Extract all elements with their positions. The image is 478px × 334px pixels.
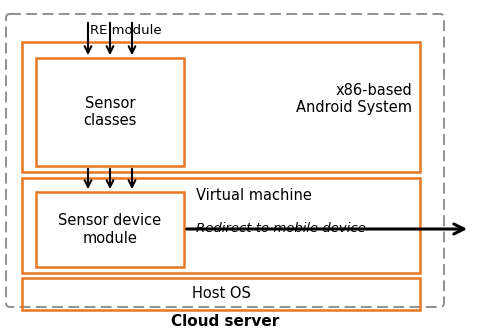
Text: Sensor device
module: Sensor device module bbox=[58, 213, 162, 246]
Text: x86-based
Android System: x86-based Android System bbox=[296, 83, 412, 115]
Bar bbox=[22, 42, 420, 172]
Bar bbox=[22, 278, 420, 310]
Text: Redirect to mobile device: Redirect to mobile device bbox=[196, 221, 366, 234]
Text: Sensor
classes: Sensor classes bbox=[83, 96, 137, 128]
Bar bbox=[22, 178, 420, 273]
Text: Cloud server: Cloud server bbox=[171, 314, 279, 329]
Text: Host OS: Host OS bbox=[192, 287, 250, 302]
Text: Virtual machine: Virtual machine bbox=[196, 188, 312, 203]
Text: RE module: RE module bbox=[90, 24, 162, 37]
Bar bbox=[36, 192, 184, 267]
Bar bbox=[36, 58, 184, 166]
